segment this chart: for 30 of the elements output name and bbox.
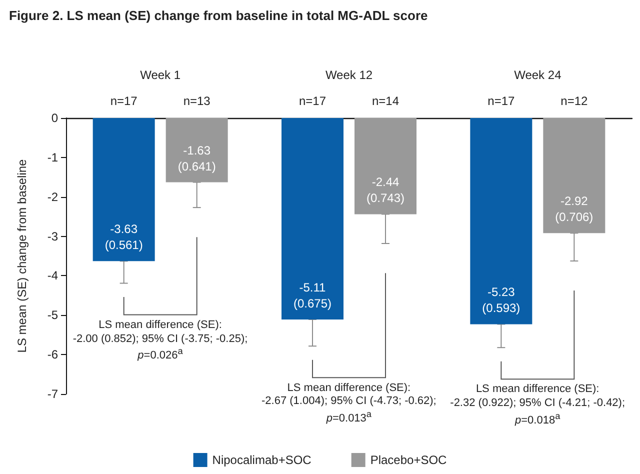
x-tick-label: Week 12 bbox=[325, 68, 373, 82]
chart-title: Figure 2. LS mean (SE) change from baseline in total MG-ADL score bbox=[9, 8, 428, 23]
data-label: -2.44 (0.743) bbox=[366, 175, 405, 206]
text: n=14 bbox=[372, 94, 400, 109]
y-tick-label: 0 bbox=[51, 111, 58, 125]
text: n=17 bbox=[488, 94, 515, 109]
y-tick-label: -6 bbox=[47, 348, 58, 362]
y-tick-label: -1 bbox=[47, 150, 58, 164]
annotation: LS mean difference (SE): -2.32 (0.922); 95% CI (-4.21; -0.42); p=0.018$^{a}$ bbox=[450, 383, 626, 428]
data-label: -3.63 (0.561) bbox=[104, 222, 143, 252]
annotation: LS mean difference (SE): -2.67 (1.004); 95% CI (-4.73; -0.62); p=0.013$^{a}$ bbox=[262, 382, 436, 427]
y-tick-label: -2 bbox=[47, 190, 58, 204]
y-axis-title: LS mean (SE) change from baseline bbox=[15, 158, 29, 353]
text: n=17 bbox=[298, 94, 326, 109]
y-tick-label: -7 bbox=[47, 387, 58, 401]
text: n=13 bbox=[183, 94, 210, 109]
y-tick-label: -4 bbox=[47, 268, 58, 283]
x-tick-label: Week 1 bbox=[140, 68, 181, 82]
x-tick-label: Week 24 bbox=[514, 68, 562, 82]
data-label: -2.92 (0.706) bbox=[555, 194, 594, 224]
annotation: LS mean difference (SE): -2.00 (0.852); 95% CI (-3.75; -0.25); p=0.026$^{a}$ bbox=[72, 318, 248, 364]
text: n=12 bbox=[560, 94, 588, 109]
legend-label: Placebo+SOC bbox=[370, 453, 448, 467]
data-label: -5.11 (0.675) bbox=[293, 280, 332, 310]
data-label: -5.23 (0.593) bbox=[482, 285, 520, 316]
y-tick-label: -3 bbox=[47, 229, 58, 244]
data-label: -1.63 (0.641) bbox=[178, 143, 216, 174]
y-tick-label: -5 bbox=[47, 308, 58, 322]
legend-label: Nipocalimab+SOC bbox=[212, 453, 312, 467]
text: n=17 bbox=[110, 94, 138, 109]
